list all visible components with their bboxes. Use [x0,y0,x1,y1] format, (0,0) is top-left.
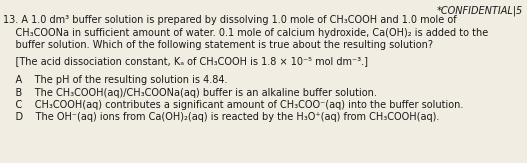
Text: D    The OH⁻(aq) ions from Ca(OH)₂(aq) is reacted by the H₃O⁺(aq) from CH₃COOH(a: D The OH⁻(aq) ions from Ca(OH)₂(aq) is r… [3,112,440,123]
Text: [The acid dissociation constant, Kₐ of CH₃COOH is 1.8 × 10⁻⁵ mol dm⁻³.]: [The acid dissociation constant, Kₐ of C… [3,57,368,67]
Text: 13. A 1.0 dm³ buffer solution is prepared by dissolving 1.0 mole of CH₃COOH and : 13. A 1.0 dm³ buffer solution is prepare… [3,15,456,25]
Text: buffer solution. Which of the following statement is true about the resulting so: buffer solution. Which of the following … [3,40,433,50]
Text: CH₃COONa in sufficient amount of water. 0.1 mole of calcium hydroxide, Ca(OH)₂ i: CH₃COONa in sufficient amount of water. … [3,28,488,37]
Text: A    The pH of the resulting solution is 4.84.: A The pH of the resulting solution is 4.… [3,75,228,85]
Text: *CONFIDENTIAL|5: *CONFIDENTIAL|5 [437,6,523,16]
Text: C    CH₃COOH(aq) contributes a significant amount of CH₃COO⁻(aq) into the buffer: C CH₃COOH(aq) contributes a significant … [3,100,463,110]
Text: B    The CH₃COOH(aq)/CH₃COONa(aq) buffer is an alkaline buffer solution.: B The CH₃COOH(aq)/CH₃COONa(aq) buffer is… [3,88,377,97]
